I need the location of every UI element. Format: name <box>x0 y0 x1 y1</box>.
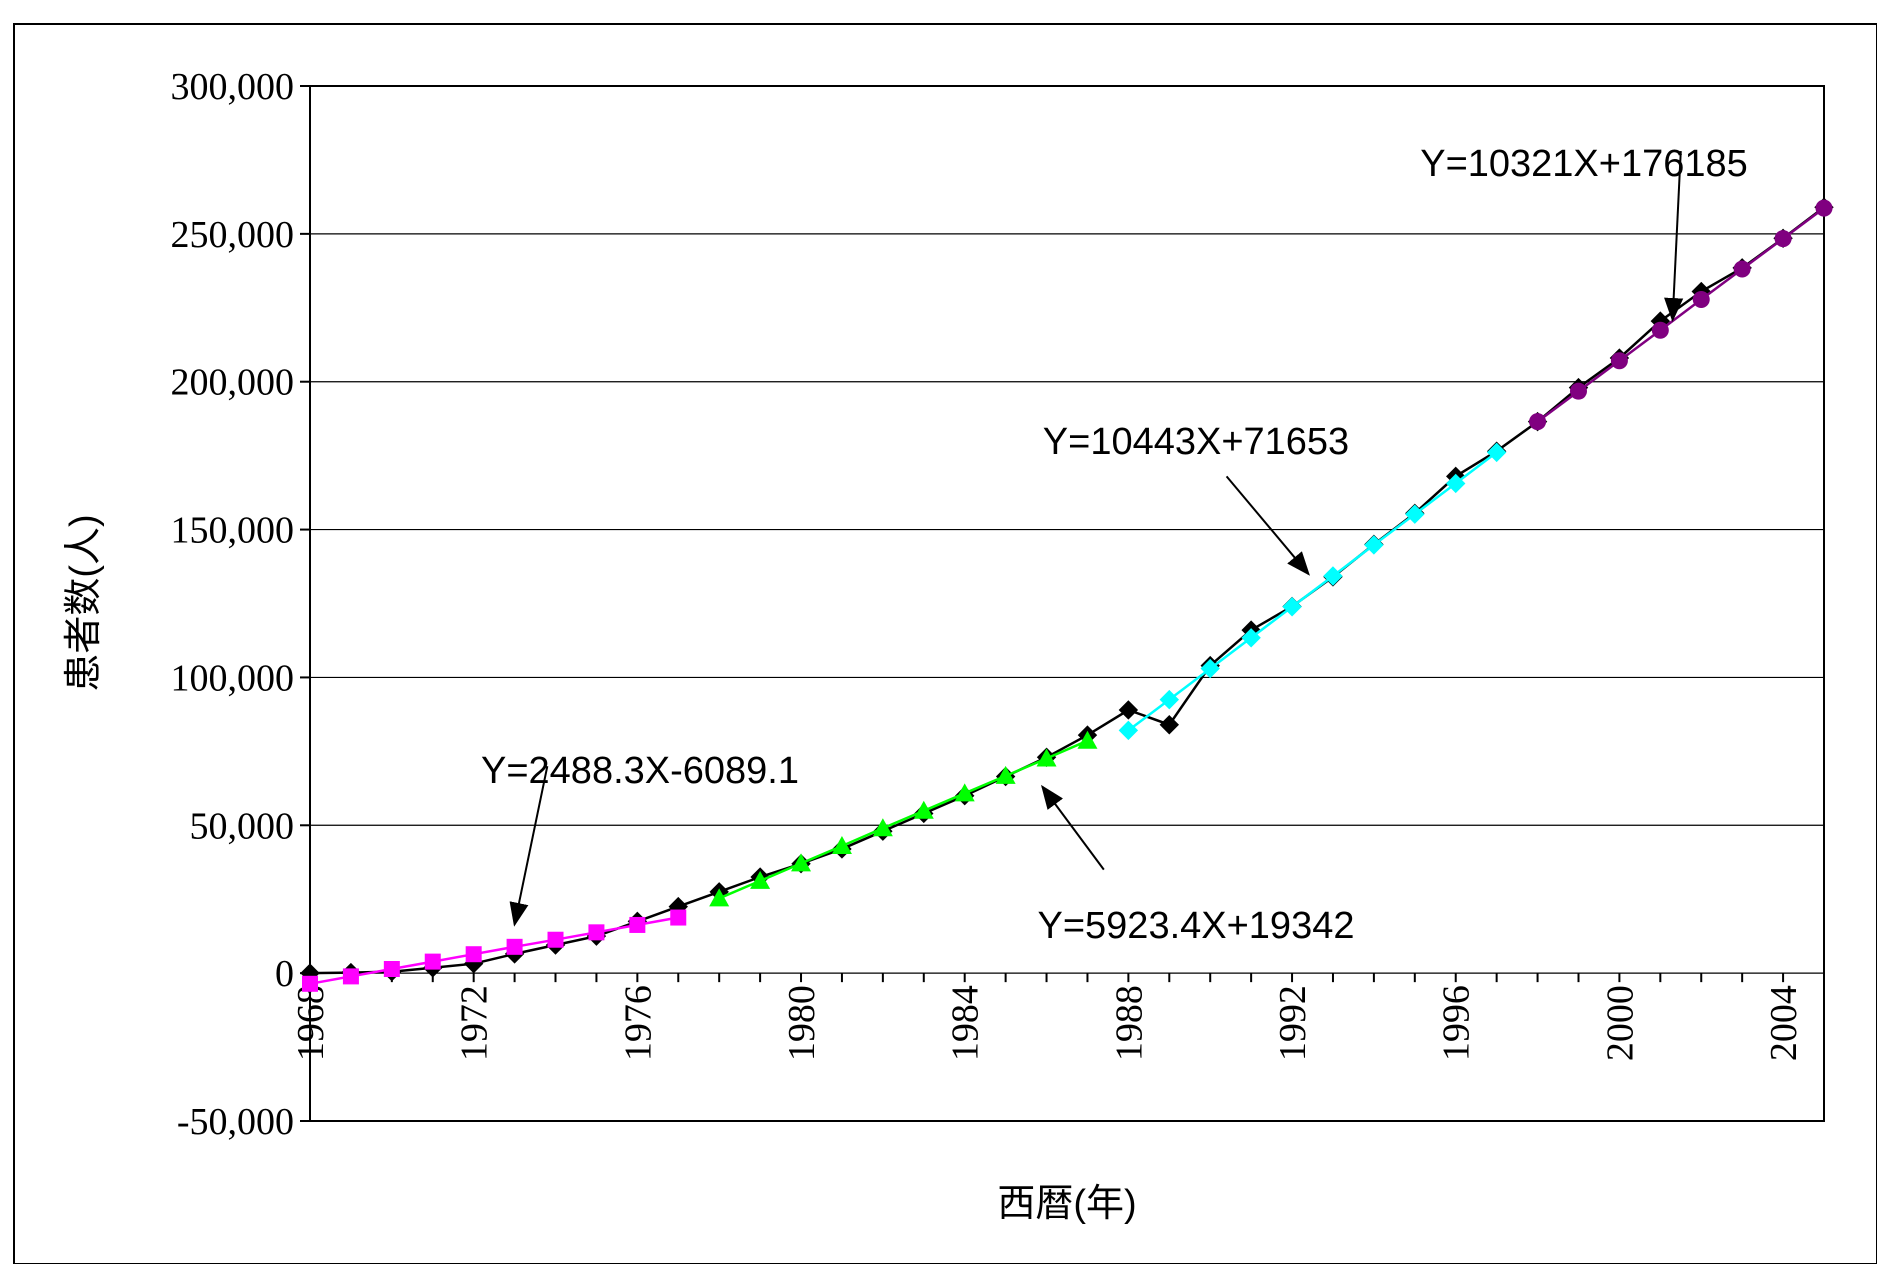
series-2 <box>709 730 1098 907</box>
data-point-diamond <box>1364 535 1384 555</box>
annotation-arrow <box>1225 475 1310 576</box>
equation-label: Y=10443X+71653 <box>1043 421 1349 463</box>
data-point-diamond <box>1323 566 1343 586</box>
equation-label: Y=10321X+176185 <box>1420 143 1748 185</box>
data-point-diamond <box>1159 715 1180 735</box>
data-point-triangle <box>954 783 975 802</box>
equation-annotation: Y=5923.4X+19342 <box>1038 784 1355 947</box>
x-tick-label: 1980 <box>781 985 823 1061</box>
x-tick-label: 1984 <box>945 985 987 1061</box>
data-point-diamond <box>1200 658 1220 679</box>
data-point-square <box>547 931 564 948</box>
data-point-square <box>629 916 646 933</box>
chart-outer-frame <box>13 23 1877 1264</box>
series-1 <box>302 909 687 992</box>
x-tick-label: 1972 <box>454 985 496 1061</box>
data-point-square <box>506 938 523 955</box>
data-point-triangle <box>1036 748 1057 767</box>
data-point-square <box>424 953 441 970</box>
y-tick-label: 50,000 <box>190 805 295 847</box>
x-axis-label: 西暦(年) <box>997 1183 1136 1225</box>
x-tick-label: 1996 <box>1436 985 1478 1061</box>
data-point-circle <box>1815 199 1833 217</box>
data-point-circle <box>1774 230 1792 248</box>
data-point-diamond <box>1486 442 1507 463</box>
annotation-arrow <box>1664 151 1684 323</box>
equation-label: Y=2488.3X-6089.1 <box>481 750 799 792</box>
annotation-arrow <box>509 765 549 927</box>
series-line <box>1127 451 1498 732</box>
data-point-square <box>670 909 687 926</box>
y-tick-label: 100,000 <box>171 657 295 699</box>
data-point-triangle <box>791 853 812 872</box>
annotation-layer: Y=10321X+176185 Y=10443X+71653 Y=2488.3X-6… <box>481 143 1748 947</box>
x-tick-label: 2004 <box>1763 985 1805 1061</box>
data-point-circle <box>1651 321 1669 339</box>
data-point-diamond <box>1118 700 1139 720</box>
x-tick-label: 2000 <box>1599 985 1641 1061</box>
y-tick-label: 0 <box>275 953 294 995</box>
data-point-triangle <box>872 818 893 837</box>
data-point-diamond <box>1446 473 1466 494</box>
y-tick-label: 250,000 <box>171 214 295 256</box>
data-point-square <box>302 975 318 992</box>
equation-annotation: Y=2488.3X-6089.1 <box>481 750 799 927</box>
data-point-diamond <box>1241 628 1261 648</box>
data-point-square <box>465 946 482 963</box>
data-point-circle <box>1529 413 1547 431</box>
series-line <box>309 916 679 986</box>
data-point-circle <box>1733 260 1751 278</box>
data-point-triangle <box>831 835 852 854</box>
series-layer <box>300 197 1834 992</box>
data-point-triangle <box>913 800 934 819</box>
data-point-diamond <box>1118 720 1139 741</box>
data-point-diamond <box>1405 504 1425 524</box>
x-tick-label: 1968 <box>290 985 332 1061</box>
y-tick-label: -50,000 <box>177 1101 294 1143</box>
x-tick-label: 1988 <box>1108 985 1150 1061</box>
data-point-circle <box>1692 291 1710 309</box>
data-point-triangle <box>750 870 771 889</box>
grid-layer <box>310 233 1824 974</box>
data-point-diamond <box>1282 597 1302 617</box>
equation-annotation: Y=10443X+71653 <box>1043 421 1349 576</box>
series-line <box>718 739 1088 900</box>
data-point-square <box>383 961 400 978</box>
annotation-arrow <box>1041 784 1105 871</box>
equation-annotation: Y=10321X+176185 <box>1420 143 1748 323</box>
data-point-circle <box>1569 382 1587 400</box>
series-3 <box>1118 442 1507 741</box>
tick-layer: -50,000 0 50,000 100,000 150,000 200,000 250,0… <box>171 66 1825 1143</box>
plot-area-frame <box>309 85 1825 1122</box>
y-tick-label: 200,000 <box>171 362 295 404</box>
equation-label: Y=5923.4X+19342 <box>1038 905 1355 947</box>
data-point-circle <box>1610 352 1628 370</box>
y-axis-label: 患者数(人) <box>63 514 105 691</box>
x-tick-label: 1976 <box>617 985 659 1061</box>
data-point-triangle <box>1077 730 1098 749</box>
y-tick-label: 300,000 <box>171 66 295 108</box>
y-tick-label: 150,000 <box>171 510 295 552</box>
data-point-square <box>588 924 605 941</box>
data-point-square <box>342 968 359 985</box>
data-point-triangle <box>995 765 1016 784</box>
data-point-triangle <box>709 888 730 907</box>
data-point-diamond <box>1159 689 1180 710</box>
x-tick-label: 1992 <box>1272 985 1314 1061</box>
